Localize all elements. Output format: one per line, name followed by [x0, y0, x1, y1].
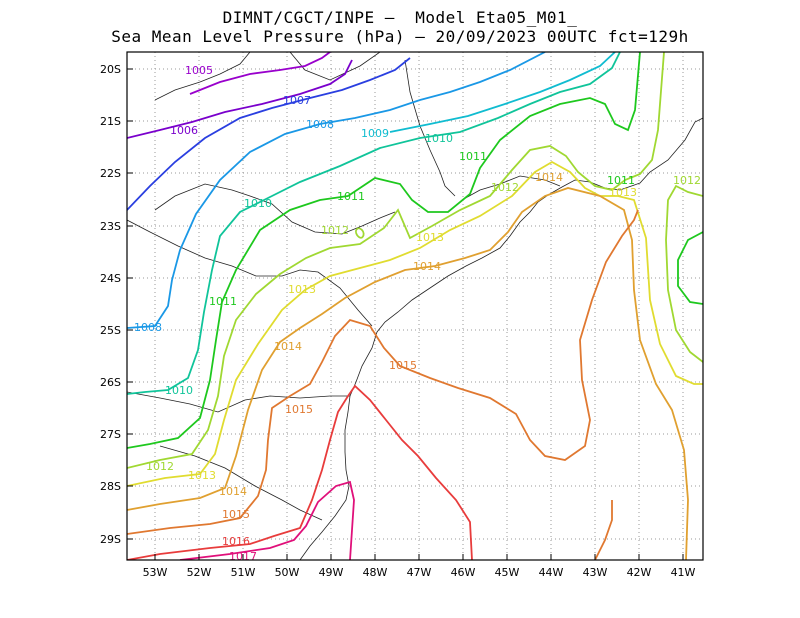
- lon-label: 53W: [143, 566, 168, 579]
- label-1014-mid: 1014: [413, 260, 441, 273]
- map-frame: [126, 51, 704, 561]
- isobar-1015: [127, 209, 639, 535]
- label-1010-north: 1010: [425, 132, 453, 145]
- label-1014-south: 1014: [219, 485, 247, 498]
- label-1015-east: 1015: [389, 359, 417, 372]
- label-1008: 1008: [306, 118, 334, 131]
- label-1013-north: 1013: [416, 231, 444, 244]
- coastline: [299, 117, 703, 560]
- label-1008-west: 1008: [134, 321, 162, 334]
- state-border-sp-pr: [127, 219, 373, 327]
- label-1010-mid: 1010: [244, 197, 272, 210]
- isobar-1017: [179, 480, 355, 560]
- longitude-labels: 53W 52W 51W 50W 49W 48W 47W 46W 45W 44W …: [143, 566, 696, 579]
- rj-border: [461, 175, 561, 201]
- lon-label: 42W: [627, 566, 652, 579]
- lat-label: 23S: [100, 220, 121, 233]
- lon-label: 47W: [407, 566, 432, 579]
- label-1013-south: 1013: [188, 469, 216, 482]
- label-1011-east: 1011: [607, 174, 635, 187]
- state-border-mg-es: [404, 59, 456, 197]
- lat-label: 25S: [100, 324, 121, 337]
- lon-label: 44W: [539, 566, 564, 579]
- tick-marks: [127, 68, 684, 560]
- label-1014-north: 1014: [535, 171, 563, 184]
- lat-label: 24S: [100, 272, 121, 285]
- label-1011-mid: 1011: [337, 190, 365, 203]
- isobar-1013: [127, 160, 703, 487]
- lon-label: 51W: [231, 566, 256, 579]
- isobar-labels: 1005 1006 1007 1008 1008 1009 1010 1010 …: [134, 64, 701, 563]
- lon-label: 46W: [451, 566, 476, 579]
- isobar-1011-west: [127, 52, 641, 449]
- label-1009: 1009: [361, 127, 389, 140]
- isobar-1007: [127, 57, 411, 211]
- lon-label: 50W: [275, 566, 300, 579]
- isobars: [127, 52, 703, 560]
- label-1016: 1016: [222, 535, 250, 548]
- coastline-and-borders: [127, 52, 703, 560]
- lon-label: 45W: [495, 566, 520, 579]
- lat-label: 21S: [100, 115, 121, 128]
- chart-title-line-2: Sea Mean Level Pressure (hPa) – 20/09/20…: [111, 27, 689, 46]
- label-1013-east: 1013: [609, 186, 637, 199]
- label-1015-south: 1015: [222, 508, 250, 521]
- label-1012-mid: 1012: [321, 224, 349, 237]
- isobar-1005: [189, 52, 331, 95]
- isobar-1010: [127, 52, 621, 395]
- label-1006: 1006: [170, 124, 198, 137]
- isobar-1015-south: [594, 500, 613, 560]
- river-border: [289, 52, 381, 81]
- isobar-1006: [127, 59, 353, 139]
- label-1010-south: 1010: [165, 384, 193, 397]
- isobar-1008: [127, 52, 546, 329]
- isobar-1012-east: [665, 184, 703, 363]
- lat-label: 22S: [100, 167, 121, 180]
- lon-label: 52W: [187, 566, 212, 579]
- lon-label: 43W: [583, 566, 608, 579]
- lon-label: 41W: [671, 566, 696, 579]
- state-border-mg-sp: [154, 183, 396, 235]
- label-1012-south: 1012: [146, 460, 174, 473]
- isobar-1012-west: [127, 52, 665, 469]
- lon-label: 48W: [363, 566, 388, 579]
- state-border-mg-go: [154, 52, 251, 101]
- state-border-sc-rs: [159, 445, 323, 521]
- lon-label: 49W: [319, 566, 344, 579]
- label-1007: 1007: [283, 94, 311, 107]
- lat-label: 29S: [100, 533, 121, 546]
- label-1012-north: 1012: [491, 181, 519, 194]
- latitude-labels: 20S 21S 22S 23S 24S 25S 26S 27S 28S 29S: [100, 63, 121, 546]
- lat-label: 26S: [100, 376, 121, 389]
- lat-label: 27S: [100, 428, 121, 441]
- lat-label: 20S: [100, 63, 121, 76]
- state-border-pr-sc: [127, 391, 350, 413]
- isobar-1014: [127, 187, 689, 560]
- chart-title-line-1: DIMNT/CGCT/INPE – Model Eta05_M01_: [222, 8, 578, 27]
- isobar-1011-east: [677, 231, 703, 305]
- label-1012-east: 1012: [673, 174, 701, 187]
- grid-lines: [127, 52, 703, 560]
- isobar-1012-loop: [355, 227, 365, 239]
- label-1005: 1005: [185, 64, 213, 77]
- lat-label: 28S: [100, 480, 121, 493]
- label-1013-mid: 1013: [288, 283, 316, 296]
- isobar-1009: [389, 52, 616, 133]
- isobar-1016: [127, 384, 473, 560]
- label-1011-south: 1011: [209, 295, 237, 308]
- label-1014-west: 1014: [274, 340, 302, 353]
- label-1011-north: 1011: [459, 150, 487, 163]
- label-1015-mid: 1015: [285, 403, 313, 416]
